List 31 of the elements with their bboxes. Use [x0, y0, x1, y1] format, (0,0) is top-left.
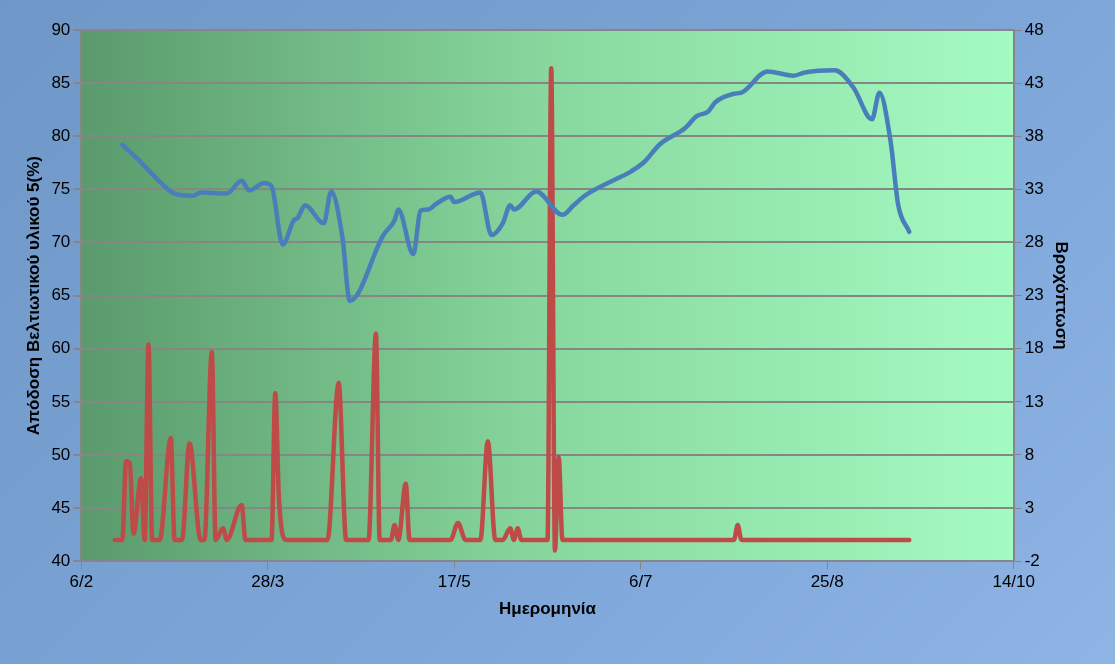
y2-tick-label: 13: [1024, 391, 1044, 411]
y-tick-label: 50: [51, 444, 71, 464]
y-tick-label: 60: [51, 338, 71, 358]
y2-tick-label: 33: [1024, 179, 1044, 199]
x-tick-label: 6/2: [69, 572, 94, 592]
y-axis-title: Απόδοση Βελτιωτικού υλικού 5(%): [23, 155, 43, 436]
y-tick-label: 85: [51, 72, 71, 92]
y-tick-label: 45: [51, 497, 71, 517]
y2-tick-label: 8: [1024, 444, 1035, 464]
y2-tick-label: 38: [1024, 125, 1044, 145]
x-tick-label: 17/5: [437, 572, 471, 592]
y-tick-label: 75: [51, 179, 71, 199]
y-tick-label: 40: [51, 550, 71, 570]
y2-tick-label: 43: [1024, 72, 1044, 92]
x-tick-label: 14/10: [992, 572, 1035, 592]
x-tick-label: 28/3: [251, 572, 285, 592]
y-tick-label: 65: [51, 285, 71, 305]
y-tick-label: 55: [51, 391, 71, 411]
y-tick-label: 70: [51, 232, 71, 252]
y2-axis-title: Βροχόπτωση: [1052, 241, 1072, 350]
y-tick-label: 90: [51, 19, 71, 39]
y2-tick-label: -2: [1024, 550, 1040, 570]
x-axis-title: Ημερομηνία: [498, 599, 597, 619]
x-tick-label: 25/8: [810, 572, 844, 592]
y2-tick-label: 18: [1024, 338, 1044, 358]
y2-tick-label: 28: [1024, 232, 1044, 252]
y2-tick-label: 3: [1024, 497, 1035, 517]
y2-tick-label: 23: [1024, 285, 1044, 305]
x-tick-label: 6/7: [628, 572, 653, 592]
y2-tick-label: 48: [1024, 19, 1044, 39]
y-tick-label: 80: [51, 125, 71, 145]
